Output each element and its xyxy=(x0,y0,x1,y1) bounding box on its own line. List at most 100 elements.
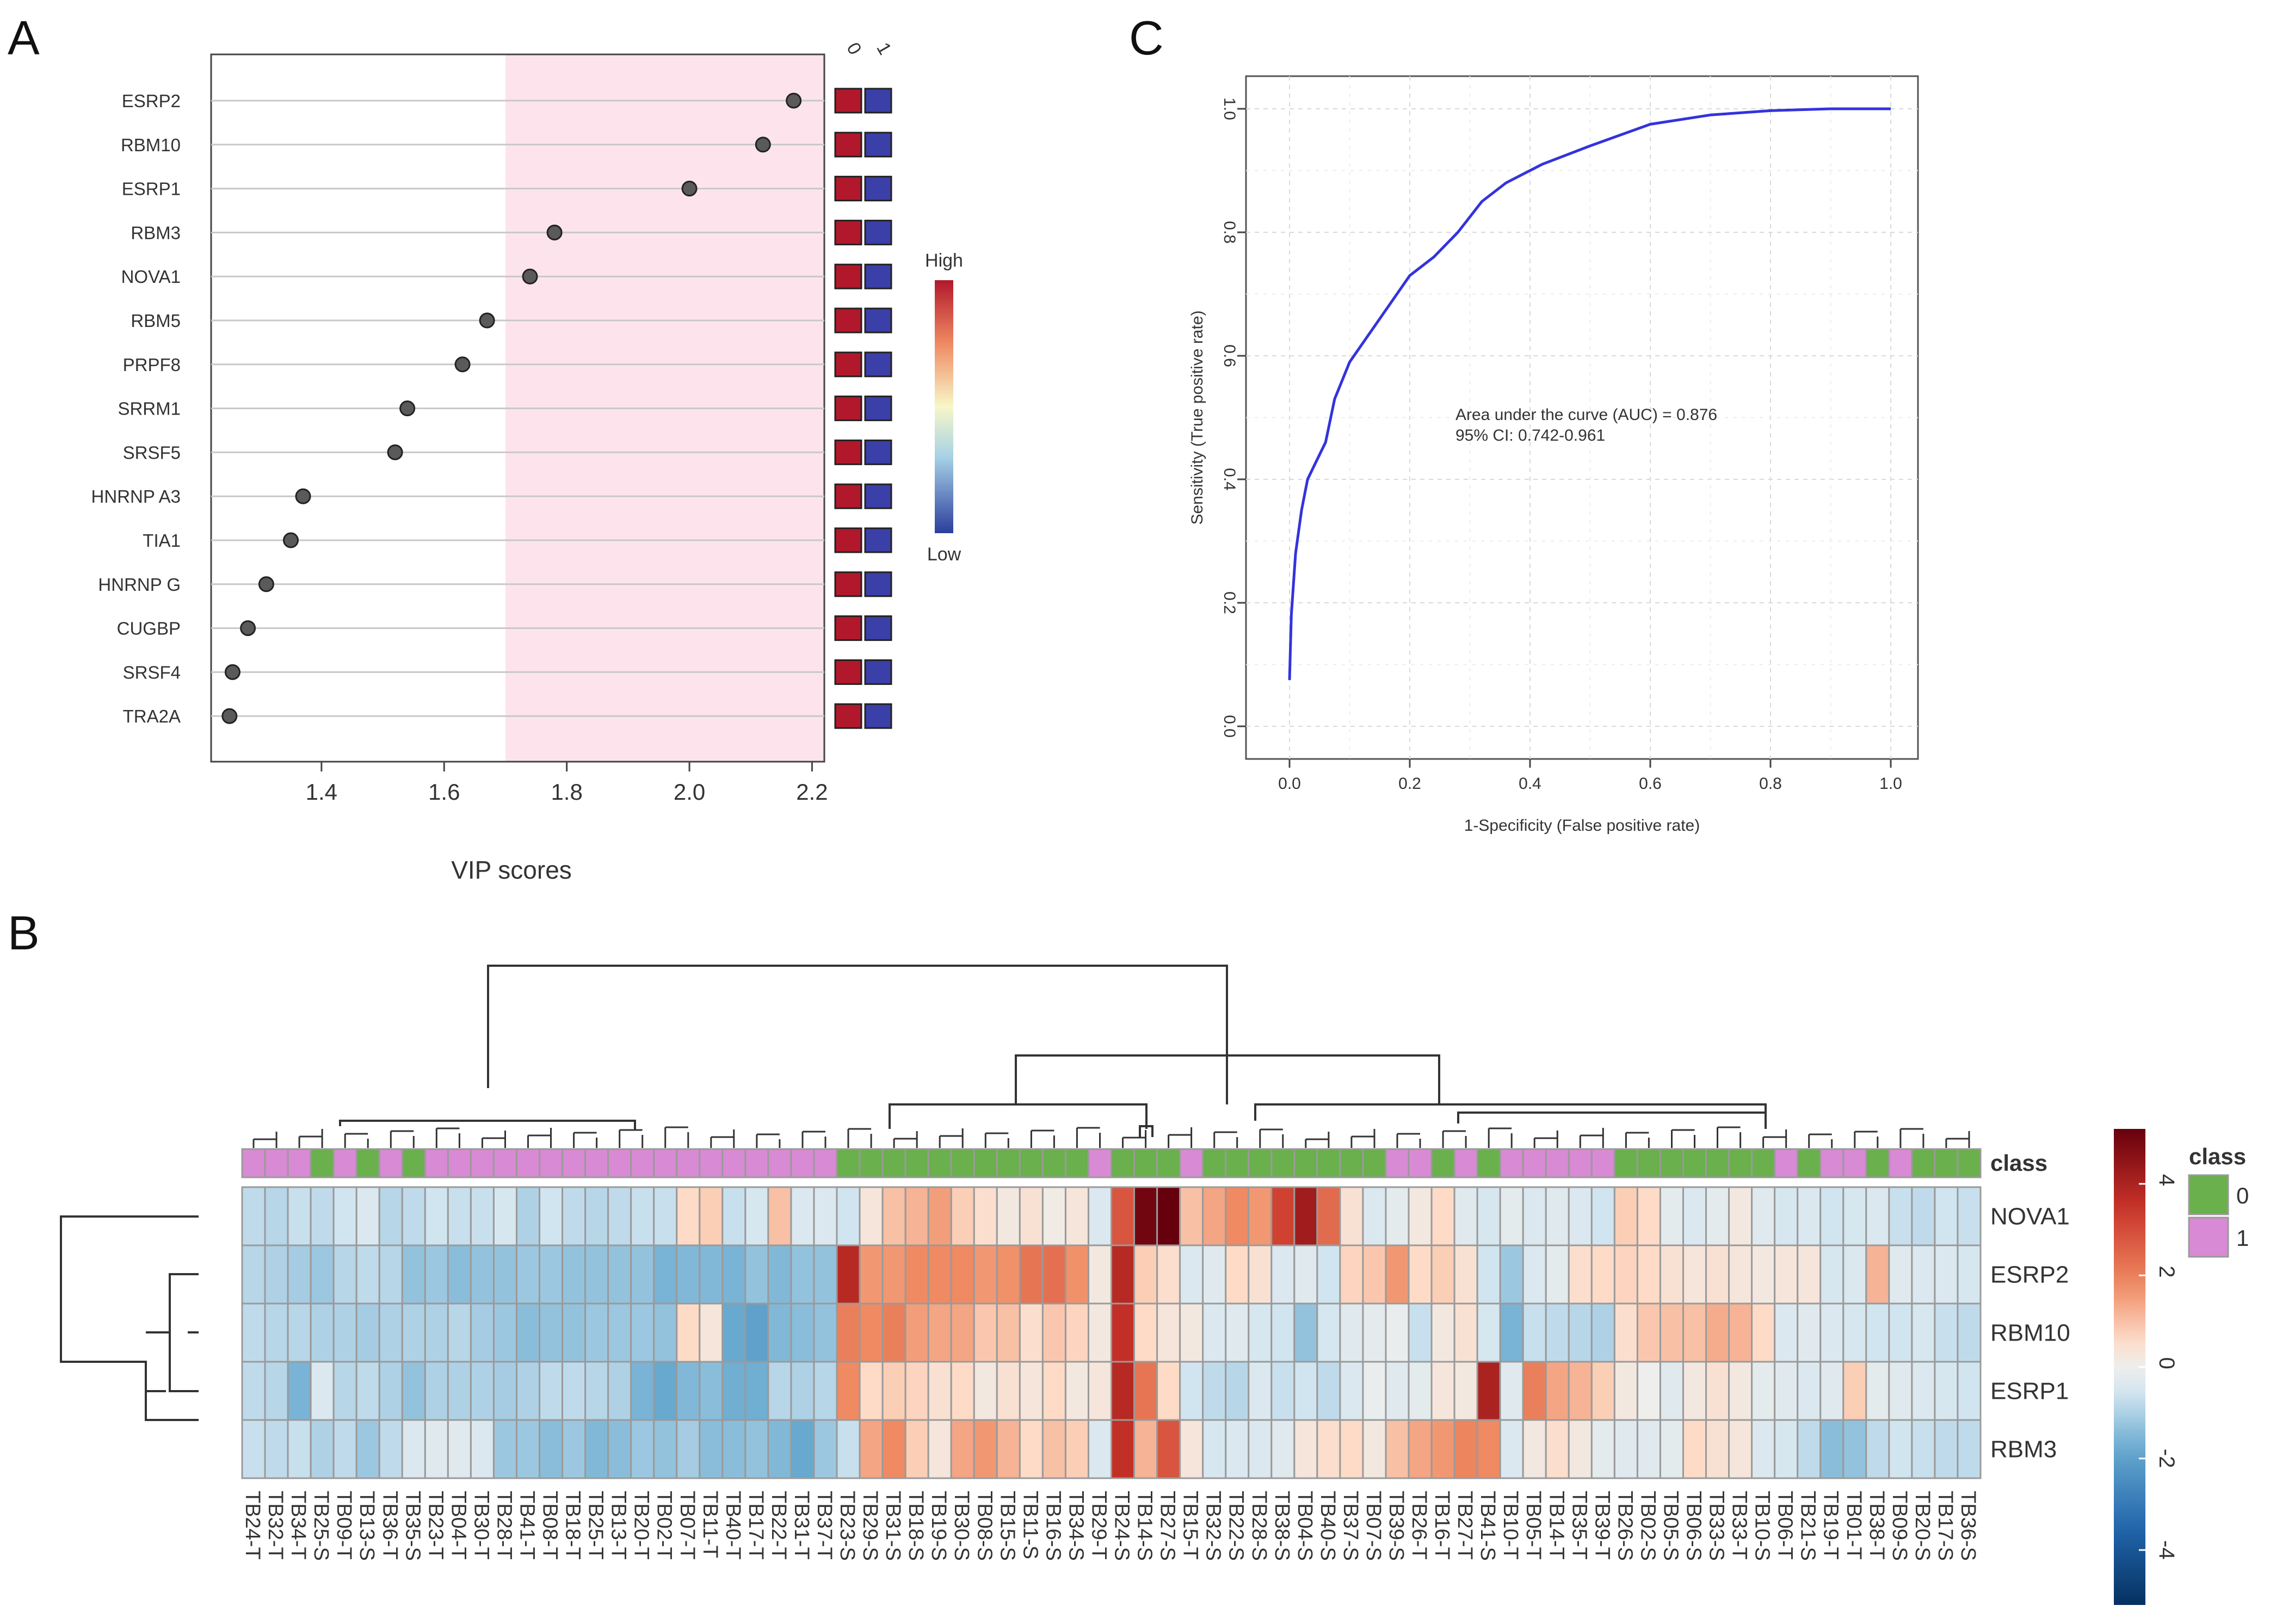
heatmap-cell xyxy=(996,1186,1021,1246)
heatmap-cell xyxy=(562,1419,587,1479)
heatmap-cell xyxy=(1293,1361,1318,1421)
heatmap-cell xyxy=(744,1419,769,1479)
heatmap-cell xyxy=(1339,1244,1364,1305)
heatmap-cell xyxy=(401,1361,426,1421)
heatmap-cell xyxy=(1636,1244,1661,1305)
heatmap-cell xyxy=(1316,1186,1341,1246)
sample-column-label: TB08-S xyxy=(973,1491,996,1561)
heatmap-cell xyxy=(1430,1186,1455,1246)
heatmap-cell xyxy=(447,1186,472,1246)
sample-column-label: TB24-T xyxy=(241,1491,264,1560)
class-annotation-cell xyxy=(1430,1148,1455,1178)
heatmap-cell xyxy=(721,1244,747,1305)
heatmap-cell xyxy=(859,1361,884,1421)
heatmap-cell xyxy=(1430,1419,1455,1479)
colorbar-tick-label: -2 xyxy=(2155,1449,2179,1468)
heatmap-cell xyxy=(1659,1244,1684,1305)
class-swatch xyxy=(864,307,892,334)
gene-label: SRRM1 xyxy=(118,399,181,419)
heatmap-cell xyxy=(676,1244,701,1305)
heatmap-cell xyxy=(1751,1244,1776,1305)
x-tick-label: 1.8 xyxy=(551,779,582,805)
heatmap-cell xyxy=(836,1302,861,1363)
class-annotation-cell xyxy=(264,1148,289,1178)
sample-column-label: TB41-T xyxy=(515,1491,538,1560)
heatmap-cell xyxy=(1225,1361,1250,1421)
class-annotation-cell xyxy=(401,1148,426,1178)
sample-column-label: TB37-T xyxy=(813,1491,836,1560)
heatmap-cell xyxy=(1019,1302,1044,1363)
class-annotation-cell xyxy=(562,1148,587,1178)
heatmap-cell xyxy=(1911,1419,1936,1479)
heatmap-cell xyxy=(1911,1302,1936,1363)
class-annotation-cell xyxy=(744,1148,769,1178)
class-annotation-cell xyxy=(721,1148,747,1178)
class-annotation-cell xyxy=(1888,1148,1913,1178)
heatmap-cell xyxy=(1064,1186,1089,1246)
heatmap-cell xyxy=(721,1302,747,1363)
sample-column-label: TB28-T xyxy=(492,1491,515,1560)
sample-column-label: TB30-S xyxy=(950,1491,973,1561)
heatmap-cell xyxy=(1522,1302,1547,1363)
heatmap-cell xyxy=(470,1419,495,1479)
x-tick-label: 0.4 xyxy=(1519,775,1541,793)
heatmap-cell xyxy=(790,1244,815,1305)
heatmap-cell xyxy=(1111,1244,1136,1305)
vip-point xyxy=(221,708,238,724)
class-annotation-cell xyxy=(1705,1148,1730,1178)
heatmap-cell xyxy=(1339,1361,1364,1421)
heatmap-cell xyxy=(1568,1302,1593,1363)
class-annotation-cell xyxy=(1751,1148,1776,1178)
class-annotation-cell xyxy=(332,1148,357,1178)
class-annotation-cell xyxy=(1476,1148,1501,1178)
class-annotation-cell xyxy=(1797,1148,1822,1178)
heatmap-cell xyxy=(859,1302,884,1363)
class-annotation-cell xyxy=(1408,1148,1433,1178)
class-swatch xyxy=(834,307,862,334)
heatmap-cell xyxy=(1476,1186,1501,1246)
heatmap-cell xyxy=(1888,1419,1913,1479)
heatmap-cell xyxy=(1842,1244,1867,1305)
heatmap-cell xyxy=(1888,1244,1913,1305)
heatmap-cell xyxy=(1957,1302,1982,1363)
class-annotation-cell xyxy=(1293,1148,1318,1178)
class-annotation-cell xyxy=(881,1148,906,1178)
heatmap-cell xyxy=(1636,1361,1661,1421)
heatmap-cell xyxy=(607,1186,632,1246)
heatmap-cell xyxy=(539,1302,564,1363)
sample-column-label: TB21-S xyxy=(1797,1491,1819,1561)
heatmap-cell xyxy=(1590,1244,1615,1305)
class-annotation-cell xyxy=(836,1148,861,1178)
heatmap-cell xyxy=(1819,1419,1845,1479)
heatmap-cell xyxy=(950,1361,975,1421)
heatmap-cell xyxy=(1179,1302,1204,1363)
heatmap-cell xyxy=(1934,1419,1959,1479)
heatmap-cell xyxy=(881,1361,906,1421)
heatmap-cell xyxy=(1751,1361,1776,1421)
heatmap-cell xyxy=(1248,1244,1273,1305)
class-swatch xyxy=(834,527,862,553)
heatmap-cell xyxy=(310,1302,335,1363)
heatmap-cell xyxy=(1728,1302,1753,1363)
heatmap-cell xyxy=(378,1244,403,1305)
sample-column-label: TB09-S xyxy=(1888,1491,1911,1561)
heatmap-cell xyxy=(1522,1186,1547,1246)
heatmap-cell xyxy=(264,1302,289,1363)
heatmap-cell xyxy=(1613,1244,1638,1305)
heatmap-cell xyxy=(904,1244,929,1305)
vip-point xyxy=(283,532,299,548)
heatmap-cell xyxy=(1774,1186,1799,1246)
heatmap-cell xyxy=(881,1186,906,1246)
heatmap-cell xyxy=(1453,1419,1478,1479)
heatmap-cell xyxy=(1636,1302,1661,1363)
heatmap-cell xyxy=(653,1186,678,1246)
sample-column-label: TB15-T xyxy=(1179,1491,1202,1560)
panel-label-a: A xyxy=(8,11,40,65)
heatmap-cell xyxy=(1225,1186,1250,1246)
heatmap-cell xyxy=(1911,1361,1936,1421)
heatmap-cell xyxy=(607,1302,632,1363)
heatmap-cell xyxy=(1408,1419,1433,1479)
vip-point xyxy=(546,224,563,240)
x-axis-label: VIP scores xyxy=(451,856,572,884)
heatmap-cell xyxy=(584,1302,609,1363)
